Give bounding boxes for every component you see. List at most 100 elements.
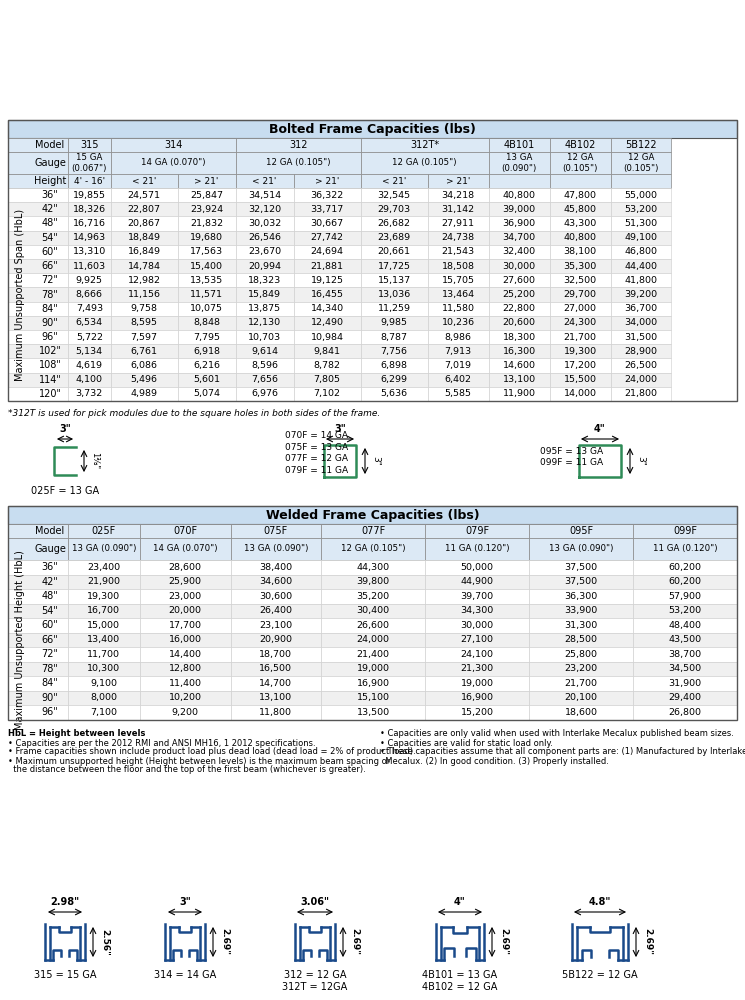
Text: 120": 120" (39, 389, 62, 399)
Bar (235, 174, 294, 188)
Text: 102": 102" (39, 346, 62, 356)
Text: 90": 90" (42, 318, 58, 328)
Text: 38,700: 38,700 (668, 650, 702, 659)
Bar (68, 316, 111, 330)
Bar (68, 245, 111, 259)
Bar (529, 560, 633, 574)
Bar (633, 618, 737, 633)
Bar (633, 705, 737, 720)
Text: 9,985: 9,985 (381, 318, 408, 327)
Text: 14,700: 14,700 (259, 679, 292, 688)
Bar (428, 316, 489, 330)
Bar (610, 330, 671, 344)
Bar (294, 231, 361, 245)
Text: 60,200: 60,200 (668, 577, 702, 586)
Bar (68, 373, 111, 387)
Bar (68, 589, 140, 603)
Text: 114": 114" (39, 375, 61, 385)
Bar (428, 174, 489, 188)
Bar (425, 603, 529, 618)
Bar (230, 690, 321, 705)
Bar (610, 216, 671, 231)
Bar (361, 188, 428, 202)
Text: 15,137: 15,137 (378, 276, 410, 285)
Bar (529, 603, 633, 618)
Text: 12 GA (0.105"): 12 GA (0.105") (393, 158, 457, 167)
Text: 29,400: 29,400 (668, 693, 702, 702)
Text: 23,924: 23,924 (190, 205, 224, 214)
Text: 17,200: 17,200 (563, 361, 597, 370)
Text: > 21': > 21' (446, 176, 470, 186)
Bar (425, 647, 529, 662)
Text: 37,500: 37,500 (565, 563, 597, 572)
Text: • Maximum unsupported height (Height between levels) is the maximum beam spacing: • Maximum unsupported height (Height bet… (8, 756, 390, 766)
Text: 35,300: 35,300 (563, 262, 597, 271)
Bar (361, 259, 428, 273)
Text: 6,918: 6,918 (193, 347, 221, 356)
Text: 15,500: 15,500 (563, 375, 597, 384)
Text: 28,500: 28,500 (565, 635, 597, 644)
Text: 28,900: 28,900 (624, 347, 658, 356)
Bar (425, 690, 529, 705)
Bar (321, 690, 425, 705)
Text: 12,490: 12,490 (311, 318, 343, 327)
Text: 19,000: 19,000 (357, 664, 390, 673)
Text: 35,200: 35,200 (357, 592, 390, 601)
Text: 11,900: 11,900 (503, 389, 536, 398)
Text: 7,597: 7,597 (130, 333, 158, 342)
Text: 10,200: 10,200 (168, 693, 202, 702)
Bar (230, 662, 321, 676)
Text: 72": 72" (42, 649, 59, 659)
Bar (178, 316, 235, 330)
Text: < 21': < 21' (382, 176, 406, 186)
Text: Maximum Unsupported Height (HbL): Maximum Unsupported Height (HbL) (15, 550, 25, 730)
Bar (8, 647, 68, 662)
Text: 49,100: 49,100 (624, 233, 658, 242)
Text: 13,310: 13,310 (73, 247, 106, 256)
Bar (633, 633, 737, 647)
Bar (68, 633, 140, 647)
Text: 8,000: 8,000 (90, 693, 118, 702)
Text: 10,984: 10,984 (311, 333, 343, 342)
Text: 1⅜": 1⅜" (90, 452, 99, 470)
Text: 21,800: 21,800 (624, 389, 658, 398)
Bar (235, 316, 294, 330)
Bar (489, 152, 550, 174)
Text: 079F: 079F (465, 526, 489, 536)
Bar (68, 647, 140, 662)
Text: 025F = 13 GA: 025F = 13 GA (31, 486, 99, 496)
Text: 31,900: 31,900 (668, 679, 702, 688)
Bar (550, 287, 610, 302)
Text: 7,100: 7,100 (90, 708, 118, 717)
Bar (178, 287, 235, 302)
Text: 5,722: 5,722 (76, 333, 103, 342)
Text: 13,500: 13,500 (357, 708, 390, 717)
Bar (230, 705, 321, 720)
Text: 9,758: 9,758 (130, 304, 158, 313)
Text: 30,032: 30,032 (248, 219, 281, 228)
Text: 43,300: 43,300 (563, 219, 597, 228)
Text: 4": 4" (454, 897, 466, 907)
Text: Gauge: Gauge (34, 158, 66, 168)
Text: 50,000: 50,000 (460, 563, 494, 572)
Bar (235, 302, 294, 316)
Bar (235, 273, 294, 287)
Bar (111, 316, 178, 330)
Text: 13 GA (0.090"): 13 GA (0.090") (549, 544, 613, 554)
Text: 4.8": 4.8" (589, 897, 611, 907)
Bar (230, 524, 321, 538)
Text: 3.06": 3.06" (300, 897, 329, 907)
Bar (633, 690, 737, 705)
Bar (140, 662, 230, 676)
Text: < 21': < 21' (253, 176, 277, 186)
Text: • Capacities are valid for static load only.: • Capacities are valid for static load o… (380, 738, 553, 748)
Bar (235, 387, 294, 401)
Bar (610, 259, 671, 273)
Bar (550, 316, 610, 330)
Text: 37,500: 37,500 (565, 577, 597, 586)
Text: 57,900: 57,900 (668, 592, 702, 601)
Bar (140, 524, 230, 538)
Text: 9,100: 9,100 (90, 679, 118, 688)
Bar (633, 574, 737, 589)
Text: 18,300: 18,300 (503, 333, 536, 342)
